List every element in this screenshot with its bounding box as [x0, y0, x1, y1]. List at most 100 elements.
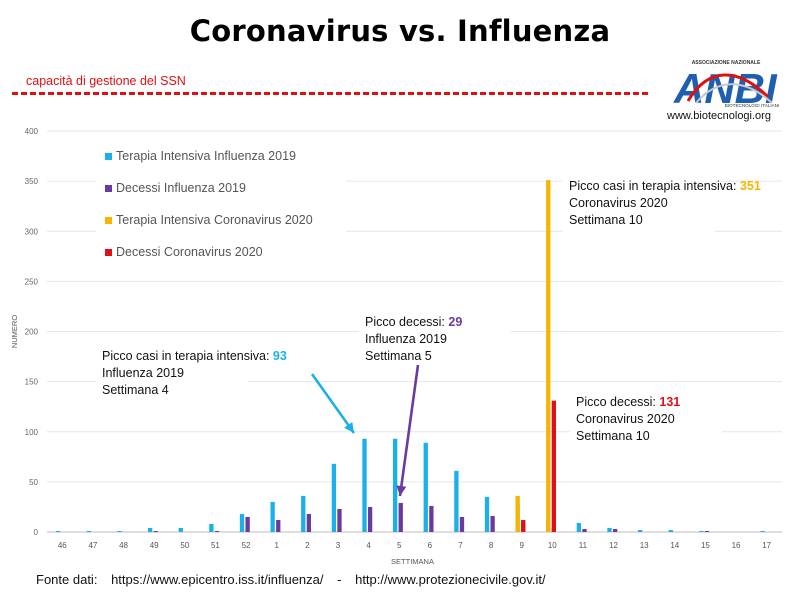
y-tick-label: 350 — [25, 177, 39, 186]
legend-entry: Decessi Influenza 2019 — [116, 181, 246, 195]
bar-1-17 — [760, 530, 765, 532]
chart-title: Coronavirus vs. Influenza — [189, 14, 611, 48]
annotation-arrow-flu-icu-peak — [310, 373, 356, 434]
y-tick-label: 250 — [25, 277, 39, 286]
legend-entry: Terapia Intensiva Influenza 2019 — [116, 149, 296, 163]
source-label: Fonte dati: — [36, 572, 98, 587]
annotation-covid-deaths-peak-value: 131 — [659, 395, 680, 409]
ssn-capacity-label: capacità di gestione del SSN — [26, 74, 186, 88]
annotation-flu-deaths-peak-line: Settimana 5 — [365, 349, 432, 363]
x-tick-label: 47 — [88, 541, 97, 550]
bar-1-52 — [239, 513, 245, 532]
bar-1-7 — [454, 470, 459, 532]
x-tick-label: 46 — [58, 541, 67, 550]
x-tick-label: 14 — [670, 541, 679, 550]
bar-1-47 — [86, 530, 92, 532]
annotation-arrowhead-flu-icu-peak — [344, 421, 354, 433]
y-tick-label: 300 — [25, 227, 39, 236]
bar-1-3 — [331, 463, 337, 532]
bar-1-49 — [147, 527, 153, 532]
annotation-background — [570, 391, 722, 453]
logo-url[interactable]: www.biotecnologi.org — [667, 110, 771, 122]
bar-4-9 — [521, 519, 526, 532]
annotation-covid-icu-peak-line: Picco casi in terapia intensiva: 351 — [569, 179, 761, 193]
bar-1-6 — [423, 442, 428, 532]
source-line: Fonte dati: https://www.epicentro.iss.it… — [36, 572, 556, 587]
y-tick-label: 150 — [25, 378, 39, 387]
logo-swoosh-2 — [695, 83, 773, 104]
legend-swatch — [105, 185, 112, 192]
bar-2-52 — [245, 516, 250, 532]
x-tick-label: 3 — [336, 541, 341, 550]
x-tick-label: 48 — [119, 541, 128, 550]
legend-entry: Decessi Coronavirus 2020 — [116, 245, 263, 259]
x-tick-label: 13 — [640, 541, 649, 550]
bar-1-4 — [362, 438, 367, 532]
x-tick-label: 51 — [211, 541, 220, 550]
annotation-covid-deaths-peak-line: Coronavirus 2020 — [576, 412, 675, 426]
x-tick-label: 10 — [548, 541, 557, 550]
annotation-covid-icu-peak-prefix: Picco casi in terapia intensiva: — [569, 179, 740, 193]
annotation-flu-deaths-peak-prefix: Picco decessi: — [365, 315, 448, 329]
x-tick-label: 50 — [180, 541, 189, 550]
bar-1-11 — [576, 522, 582, 532]
y-tick-label: 100 — [25, 428, 39, 437]
ssn-capacity-line — [12, 92, 648, 95]
bar-1-13 — [637, 529, 643, 532]
bar-1-46 — [56, 530, 61, 532]
bar-4-10 — [551, 400, 557, 532]
x-tick-label: 9 — [519, 541, 524, 550]
annotation-background — [359, 311, 511, 373]
annotation-arrowhead-flu-deaths-peak — [396, 485, 407, 496]
logo-text-top: ASSOCIAZIONE NAZIONALE — [692, 60, 761, 66]
bar-2-12 — [612, 528, 618, 532]
bar-1-48 — [117, 530, 122, 532]
y-axis-label: NUMERO — [10, 315, 19, 348]
annotation-background — [96, 345, 248, 407]
bar-1-15 — [699, 530, 704, 532]
source-separator: - — [337, 572, 342, 587]
source-url-epicentro[interactable]: https://www.epicentro.iss.it/influenza/ — [111, 572, 324, 587]
legend-swatch — [105, 217, 112, 224]
anbi-logo: ASSOCIAZIONE NAZIONALE ANBI BIOTECNOLOGI… — [673, 60, 780, 112]
x-tick-label: 15 — [701, 541, 710, 550]
source-url-protezionecivile[interactable]: http://www.protezionecivile.gov.it/ — [355, 572, 546, 587]
y-tick-label: 50 — [29, 478, 38, 487]
x-tick-label: 5 — [397, 541, 402, 550]
annotation-flu-icu-peak-line: Settimana 4 — [102, 383, 169, 397]
annotation-covid-icu-peak-value: 351 — [740, 179, 761, 193]
annotation-flu-icu-peak-line: Influenza 2019 — [102, 366, 184, 380]
legend-entry: Terapia Intensiva Coronavirus 2020 — [116, 213, 313, 227]
logo-text-bottom: BIOTECNOLOGI ITALIANI — [725, 103, 780, 108]
legend-background — [96, 143, 346, 269]
bar-2-49 — [153, 530, 158, 532]
legend-swatch — [105, 249, 112, 256]
x-tick-label: 12 — [609, 541, 618, 550]
bars — [56, 180, 765, 532]
bar-2-1 — [276, 519, 281, 532]
bar-3-9 — [515, 495, 520, 532]
bar-2-6 — [429, 505, 434, 532]
x-tick-label: 16 — [732, 541, 741, 550]
y-tick-label: 400 — [25, 127, 39, 136]
x-tick-label: 8 — [489, 541, 494, 550]
bar-1-51 — [209, 523, 214, 532]
annotation-covid-icu-peak-line: Coronavirus 2020 — [569, 196, 668, 210]
x-tick-label: 11 — [579, 541, 588, 550]
bar-1-1 — [270, 501, 275, 532]
annotation-flu-icu-peak-value: 93 — [273, 349, 287, 363]
bar-3-10 — [546, 180, 551, 532]
bar-2-7 — [459, 516, 465, 532]
annotation-covid-deaths-peak-prefix: Picco decessi: — [576, 395, 659, 409]
annotation-covid-deaths-peak-line: Settimana 10 — [576, 429, 650, 443]
annotation-flu-icu-peak-prefix: Picco casi in terapia intensiva: — [102, 349, 273, 363]
y-tick-label: 200 — [25, 328, 39, 337]
bar-1-12 — [607, 527, 612, 532]
x-tick-label: 7 — [458, 541, 463, 550]
bar-2-5 — [398, 502, 403, 532]
x-tick-label: 6 — [428, 541, 433, 550]
x-tick-label: 1 — [274, 541, 279, 550]
x-tick-label: 17 — [762, 541, 771, 550]
